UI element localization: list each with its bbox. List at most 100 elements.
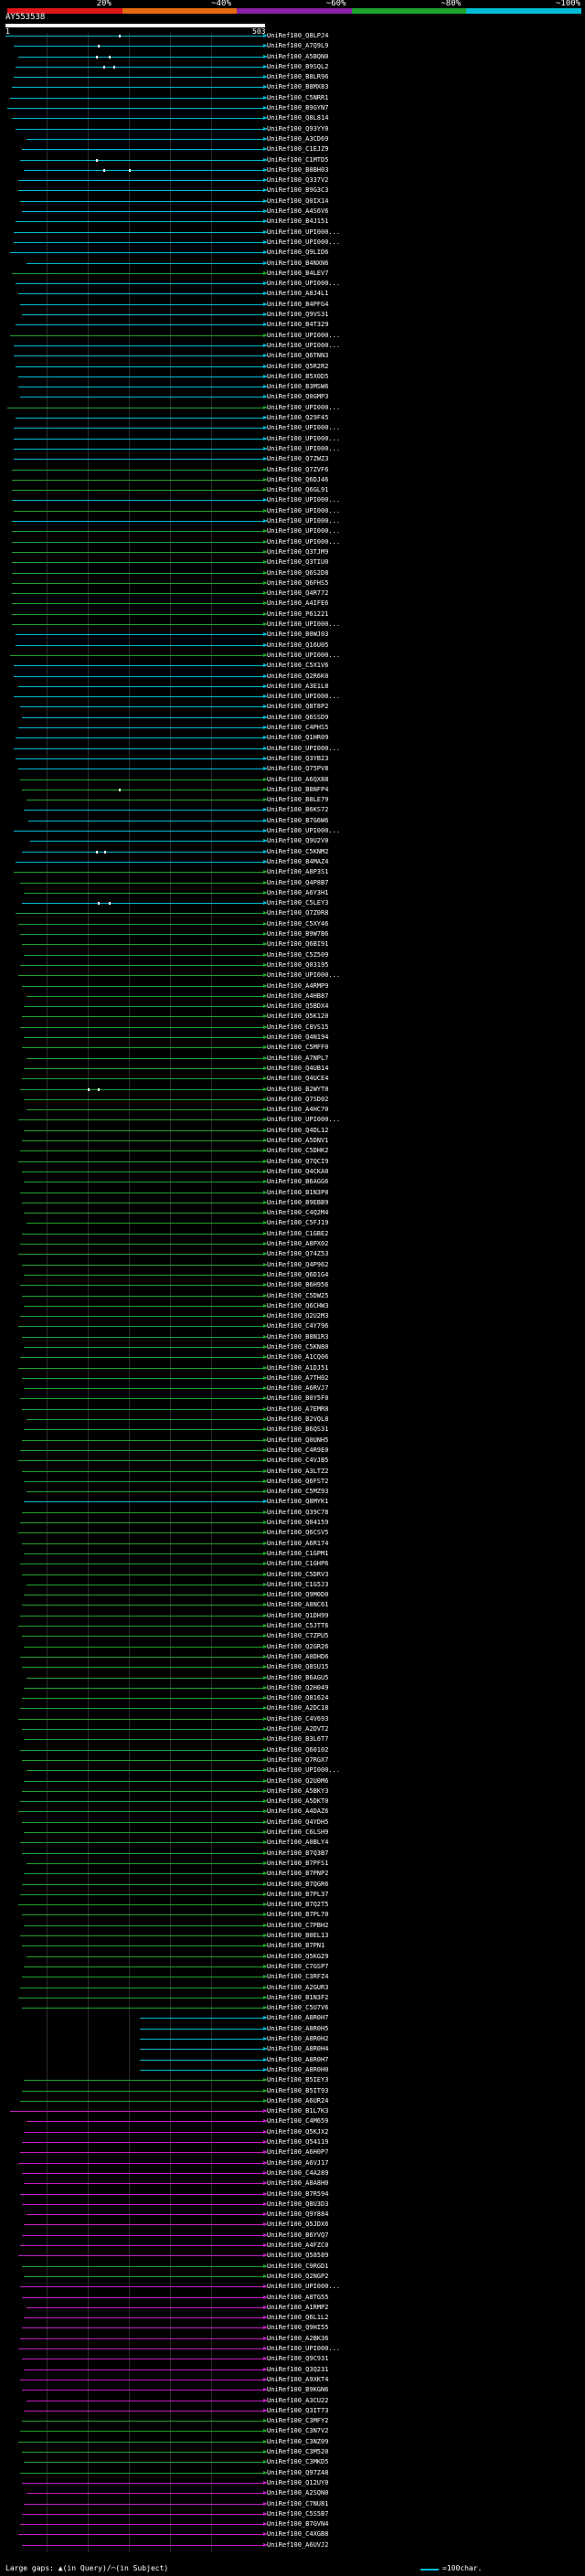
alignment-bar[interactable] — [9, 654, 265, 656]
hit-accession-link[interactable]: UniRef100_C7PBH2 — [267, 1921, 329, 1929]
hit-accession-link[interactable]: UniRef100_Q4CKA0 — [267, 1167, 329, 1175]
hit-accession-link[interactable]: UniRef100_Q5R2R2 — [267, 362, 329, 370]
hit-accession-link[interactable]: UniRef100_C9RGD1 — [267, 2262, 329, 2270]
alignment-bar[interactable] — [17, 1811, 265, 1813]
alignment-bar[interactable] — [19, 1150, 265, 1152]
hit-accession-link[interactable]: UniRef100_B7Q2T5 — [267, 1901, 329, 1909]
hit-accession-link[interactable]: UniRef100_A4RMP9 — [267, 981, 329, 990]
hit-accession-link[interactable]: UniRef100_A8P3S1 — [267, 868, 329, 876]
alignment-bar[interactable] — [19, 2245, 265, 2247]
alignment-bar[interactable] — [22, 2513, 265, 2515]
alignment-bar[interactable] — [19, 1244, 265, 1245]
hit-accession-link[interactable]: UniRef100_A8R0H4 — [267, 2045, 329, 2053]
alignment-bar[interactable] — [24, 2317, 265, 2319]
alignment-bar[interactable] — [26, 1677, 265, 1679]
hit-accession-link[interactable]: UniRef100_Q1DH99 — [267, 1611, 329, 1619]
alignment-bar[interactable] — [19, 706, 265, 708]
hit-accession-link[interactable]: UniRef100_Q2NGP2 — [267, 2272, 329, 2280]
alignment-bar[interactable] — [17, 180, 265, 182]
hit-accession-link[interactable]: UniRef100_Q4UCE4 — [267, 1075, 329, 1083]
hit-accession-link[interactable]: UniRef100_Q3YB23 — [267, 754, 329, 762]
alignment-bar[interactable] — [24, 810, 265, 811]
alignment-bar[interactable] — [24, 2224, 265, 2226]
hit-accession-link[interactable]: UniRef100_C3M520 — [267, 2448, 329, 2455]
alignment-bar[interactable] — [9, 97, 265, 99]
hit-accession-link[interactable]: UniRef100_UPI000... — [267, 651, 341, 659]
hit-accession-link[interactable]: UniRef100_A0DHD6 — [267, 1652, 329, 1660]
hit-accession-link[interactable]: UniRef100_UPI000... — [267, 444, 341, 452]
alignment-bar[interactable] — [17, 1161, 265, 1162]
hit-accession-link[interactable]: UniRef100_Q9C931 — [267, 2355, 329, 2363]
hit-accession-link[interactable]: UniRef100_A6RVJ7 — [267, 1384, 329, 1393]
alignment-bar[interactable] — [22, 1295, 265, 1297]
alignment-bar[interactable] — [19, 1316, 265, 1318]
hit-accession-link[interactable]: UniRef100_C5DW25 — [267, 1291, 329, 1299]
alignment-bar[interactable] — [9, 252, 265, 254]
hit-accession-link[interactable]: UniRef100_C5DRV3 — [267, 1570, 329, 1578]
hit-accession-link[interactable]: UniRef100_C4XGB8 — [267, 2530, 329, 2539]
alignment-bar[interactable] — [24, 1873, 265, 1875]
hit-accession-link[interactable]: UniRef100_A4S6V6 — [267, 207, 329, 216]
alignment-bar[interactable] — [19, 1842, 265, 1844]
hit-accession-link[interactable]: UniRef100_C1GPM1 — [267, 1549, 329, 1557]
hit-accession-link[interactable]: UniRef100_A4DAZ6 — [267, 1807, 329, 1816]
hit-accession-link[interactable]: UniRef100_Q5JDX6 — [267, 2221, 329, 2229]
hit-accession-link[interactable]: UniRef100_A2BK36 — [267, 2334, 329, 2342]
hit-accession-link[interactable]: UniRef100_C4V693 — [267, 1714, 329, 1723]
alignment-bar[interactable] — [22, 149, 265, 151]
alignment-bar[interactable] — [11, 531, 265, 533]
hit-accession-link[interactable]: UniRef100_B6QS31 — [267, 1426, 329, 1434]
hit-accession-link[interactable]: UniRef100_Q9U2V0 — [267, 837, 329, 845]
alignment-bar[interactable] — [24, 892, 265, 894]
alignment-bar[interactable] — [14, 675, 265, 677]
alignment-bar[interactable] — [22, 2544, 265, 2546]
hit-accession-link[interactable]: UniRef100_A2SQN0 — [267, 2489, 329, 2497]
hit-accession-link[interactable]: UniRef100_C1MTD5 — [267, 155, 329, 164]
alignment-bar[interactable] — [14, 872, 265, 874]
hit-accession-link[interactable]: UniRef100_A2GUR3 — [267, 1983, 329, 1991]
alignment-bar[interactable] — [139, 2059, 265, 2061]
alignment-bar[interactable] — [22, 1729, 265, 1731]
alignment-bar[interactable] — [26, 2214, 265, 2216]
hit-accession-link[interactable]: UniRef100_C5S5B7 — [267, 2509, 329, 2518]
alignment-bar[interactable] — [26, 995, 265, 997]
alignment-bar[interactable] — [22, 716, 265, 718]
alignment-bar[interactable] — [17, 1532, 265, 1534]
alignment-bar[interactable] — [17, 2348, 265, 2350]
alignment-bar[interactable] — [14, 747, 265, 749]
alignment-bar[interactable] — [22, 1408, 265, 1410]
hit-accession-link[interactable]: UniRef100_B3L6T7 — [267, 1735, 329, 1744]
alignment-bar[interactable] — [17, 2534, 265, 2536]
hit-accession-link[interactable]: UniRef100_C5XY46 — [267, 919, 329, 928]
hit-accession-link[interactable]: UniRef100_C7NU81 — [267, 2499, 329, 2507]
hit-accession-link[interactable]: UniRef100_Q4YDH5 — [267, 1818, 329, 1826]
hit-accession-link[interactable]: UniRef100_B5X0D5 — [267, 372, 329, 380]
alignment-bar[interactable] — [19, 1285, 265, 1287]
hit-accession-link[interactable]: UniRef100_B7PNP2 — [267, 1870, 329, 1878]
alignment-bar[interactable] — [22, 1047, 265, 1049]
alignment-bar[interactable] — [19, 1708, 265, 1710]
alignment-bar[interactable] — [16, 221, 265, 223]
hit-accession-link[interactable]: UniRef100_B4PFG4 — [267, 300, 329, 308]
alignment-bar[interactable] — [22, 2421, 265, 2422]
hit-accession-link[interactable]: UniRef100_Q54119 — [267, 2138, 329, 2147]
hit-accession-link[interactable]: UniRef100_B5IEY3 — [267, 2076, 329, 2084]
alignment-bar[interactable] — [14, 831, 265, 832]
hit-accession-link[interactable]: UniRef100_UPI000... — [267, 280, 341, 288]
hit-accession-link[interactable]: UniRef100_B9W7B6 — [267, 930, 329, 938]
alignment-bar[interactable] — [22, 1439, 265, 1441]
alignment-bar[interactable] — [22, 903, 265, 905]
alignment-bar[interactable] — [19, 934, 265, 936]
hit-accession-link[interactable]: UniRef100_Q6CHW3 — [267, 1301, 329, 1309]
alignment-bar[interactable] — [24, 2080, 265, 2082]
hit-accession-link[interactable]: UniRef100_Q4P8B7 — [267, 878, 329, 886]
hit-accession-link[interactable]: UniRef100_C5Z509 — [267, 950, 329, 959]
hit-accession-link[interactable]: UniRef100_Q6S2D8 — [267, 568, 329, 577]
alignment-bar[interactable] — [26, 2493, 265, 2495]
hit-accession-link[interactable]: UniRef100_B2VQL8 — [267, 1415, 329, 1424]
alignment-bar[interactable] — [16, 324, 265, 326]
alignment-bar[interactable] — [26, 2306, 265, 2308]
alignment-bar[interactable] — [24, 1305, 265, 1307]
hit-accession-link[interactable]: UniRef100_C7ZPU5 — [267, 1632, 329, 1640]
alignment-bar[interactable] — [24, 1832, 265, 1834]
